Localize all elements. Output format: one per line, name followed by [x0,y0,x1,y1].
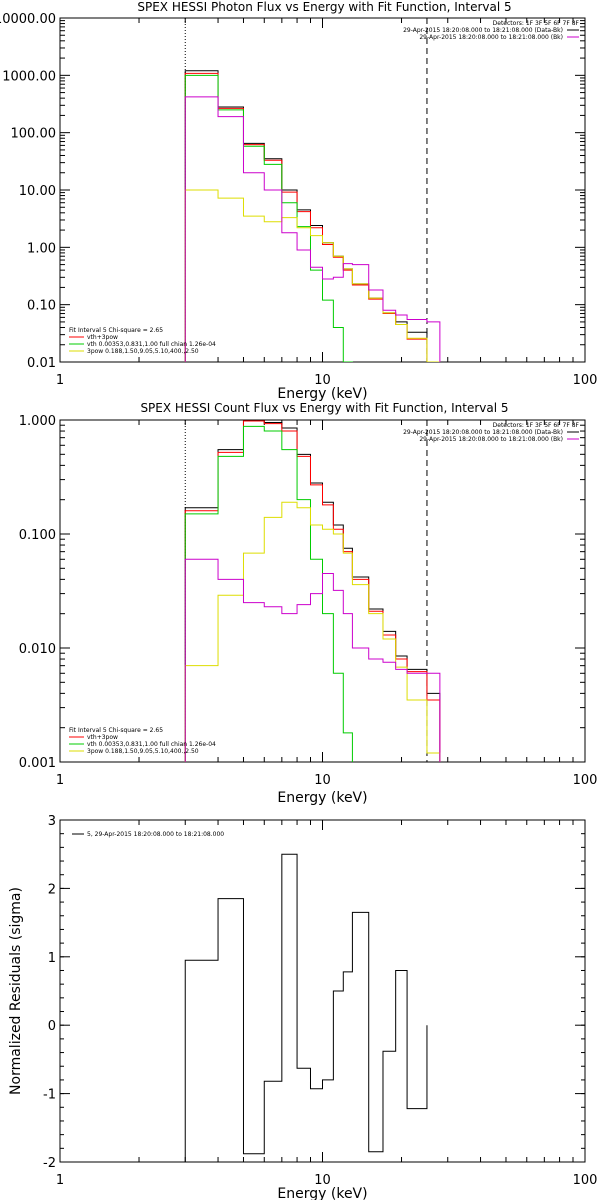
y-tick-label: 2 [48,882,56,897]
legend: Detectors: 1F 3F 5F 6F 7F 8F29-Apr-2015 … [403,20,579,41]
fit-legend-text: 3pow 0.188,1.50,9.05,5.10,400.,2.50 [87,748,199,755]
y-axis-label: Normalized Residuals (sigma) [8,887,24,1095]
y-tick-label: 10.00 [19,184,56,199]
legend-entry-text: 29-Apr-2015 18:20:08.000 to 18:21:08.000… [403,27,563,34]
x-tick-label: 10 [314,373,331,388]
legend-detectors: Detectors: 1F 3F 5F 6F 7F 8F [493,20,580,27]
y-tick-label: 0.100 [19,528,56,543]
series-line-3pow [184,501,441,762]
legend-entry-text: 29-Apr-2015 18:20:08.000 to 18:21:08.000… [419,436,563,443]
plot-frame [59,17,586,363]
chart-3: 1 10 100 -2 -1 0 1 2 3 Energy (keV) Normalized Res… [8,814,598,1202]
x-axis-label: Energy (keV) [277,790,367,806]
chart-2: SPEX HESSI Count Flux vs Energy with Fit… [19,401,598,806]
x-tick-label: 10 [314,1173,331,1188]
fit-legend: Fit Interval 5 Chi-square = 2.65vth+3pow… [69,727,216,755]
fit-legend-text: 3pow 0.188,1.50,9.05,5.10,400.,2.50 [87,348,199,355]
x-axis-label: Energy (keV) [277,386,367,402]
y-tick-label: 0.01 [27,356,56,371]
y-tick-label: 0.10 [27,299,56,314]
chart-title: SPEX HESSI Count Flux vs Energy with Fit… [140,401,508,415]
series-line-data-bk [184,420,441,762]
y-tick-label: 1.000 [19,414,56,429]
y-tick-label: 0.010 [19,642,56,657]
y-tick-label: 10000.00 [0,12,56,27]
x-tick-label: 1 [56,1173,64,1188]
series-line-bk [184,558,441,762]
fit-legend-text: vth 0.00353,0.831,1.00 full chian 1.26e-… [87,341,216,348]
fit-legend-text: vth+3pow [87,734,118,741]
legend-entry-text: 29-Apr-2015 18:20:08.000 to 18:21:08.000… [419,34,563,41]
x-tick-label: 100 [573,1173,598,1188]
series-group [184,420,441,762]
fit-legend-text: vth+3pow [87,334,118,341]
x-tick-label: 100 [573,373,598,388]
fit-legend-text: vth 0.00353,0.831,1.00 full chian 1.26e-… [87,741,216,748]
legend-entry-text: 29-Apr-2015 18:20:08.000 to 18:21:08.000… [403,429,563,436]
fit-legend-header: Fit Interval 5 Chi-square = 2.65 [69,727,163,734]
series-line-bk [184,96,441,362]
y-tick-label: 100.00 [11,127,57,142]
series-line-3pow [184,189,441,362]
series-line-vth-3pow [184,72,428,362]
y-tick-label: -2 [43,1156,56,1171]
legend-detectors: Detectors: 1F 3F 5F 6F 7F 8F [493,422,580,429]
chart-1: SPEX HESSI Photon Flux vs Energy with Fi… [0,0,597,402]
y-tick-label: -1 [43,1088,56,1103]
x-tick-label: 1 [56,773,64,788]
chart-title: SPEX HESSI Photon Flux vs Energy with Fi… [137,0,511,14]
y-tick-label: 1.00 [27,241,56,256]
series-group [184,70,441,362]
x-tick-label: 10 [314,773,331,788]
y-tick-label: 0 [48,1019,56,1034]
y-tick-label: 1 [48,951,56,966]
series-line-vth [184,425,353,762]
series-line-vth-3pow [184,420,441,762]
y-tick-label: 3 [48,814,56,829]
legend: Detectors: 1F 3F 5F 6F 7F 8F29-Apr-2015 … [403,422,579,443]
y-tick-label: 0.001 [19,756,56,771]
legend-entry-text: 5, 29-Apr-2015 18:20:08.000 to 18:21:08.… [87,831,224,838]
y-tick-label: 1000.00 [2,69,56,84]
series-group [184,853,428,1162]
fit-legend-header: Fit Interval 5 Chi-square = 2.65 [69,327,163,334]
x-axis-label: Energy (keV) [277,1186,367,1200]
plot-frame [59,819,586,1163]
x-tick-label: 1 [56,373,64,388]
fit-legend: Fit Interval 5 Chi-square = 2.65vth+3pow… [69,327,216,355]
series-line-5-29-apr-2015-18-20-08-000-to-18-21-08-000 [184,853,428,1162]
x-tick-label: 100 [573,773,598,788]
legend: 5, 29-Apr-2015 18:20:08.000 to 18:21:08.… [72,831,224,838]
